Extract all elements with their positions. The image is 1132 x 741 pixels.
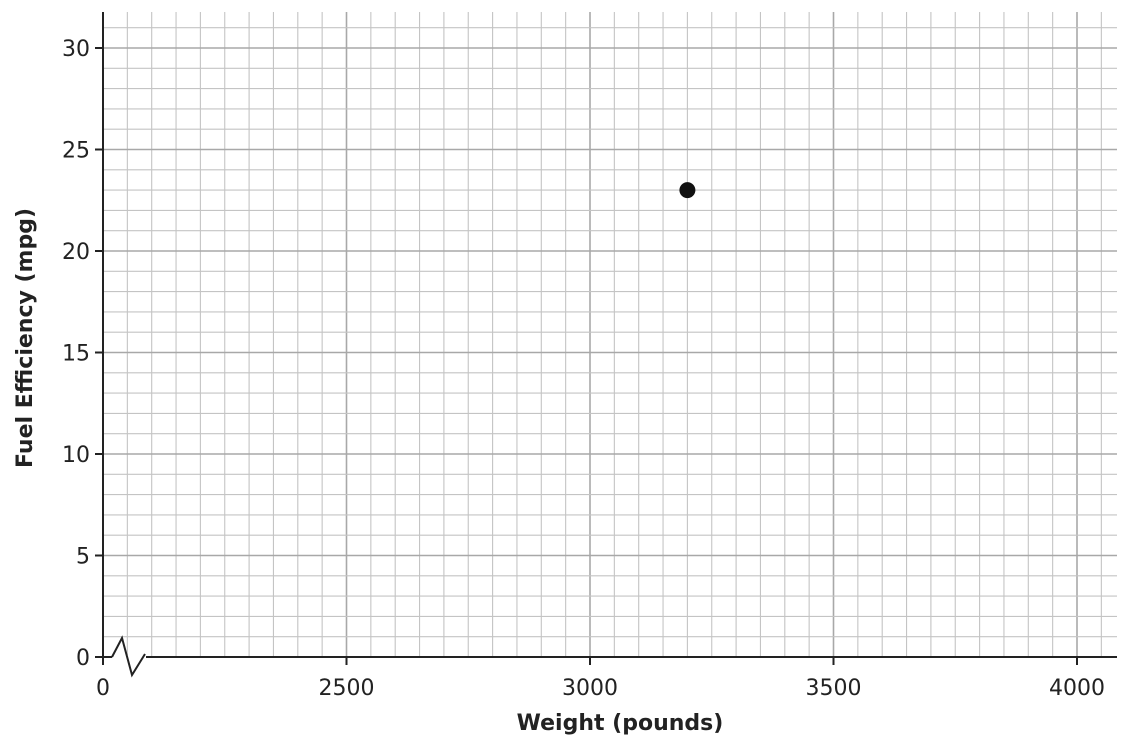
y-tick-label: 20 <box>62 240 90 265</box>
y-tick-label: 30 <box>62 37 90 62</box>
x-tick-label: 2500 <box>319 676 375 701</box>
data-points <box>679 182 696 199</box>
axis-break-icon <box>111 635 146 678</box>
tick-labels: 0250030003500400045005000550060000510152… <box>62 37 1105 701</box>
x-tick-label: 0 <box>96 676 110 701</box>
y-tick-label: 15 <box>62 342 90 367</box>
y-tick-label: 0 <box>76 646 90 671</box>
data-point <box>679 182 696 199</box>
x-tick-label: 4000 <box>1049 676 1105 701</box>
x-tick-label: 3500 <box>806 676 862 701</box>
y-axis-title: Fuel Efficiency (mpg) <box>13 208 38 468</box>
x-tick-label: 3000 <box>562 676 618 701</box>
x-axis-title: Weight (pounds) <box>517 711 724 736</box>
y-tick-label: 10 <box>62 443 90 468</box>
y-tick-label: 5 <box>76 545 90 570</box>
y-tick-label: 25 <box>62 139 90 164</box>
axes <box>102 12 1117 678</box>
grid <box>103 12 1117 657</box>
